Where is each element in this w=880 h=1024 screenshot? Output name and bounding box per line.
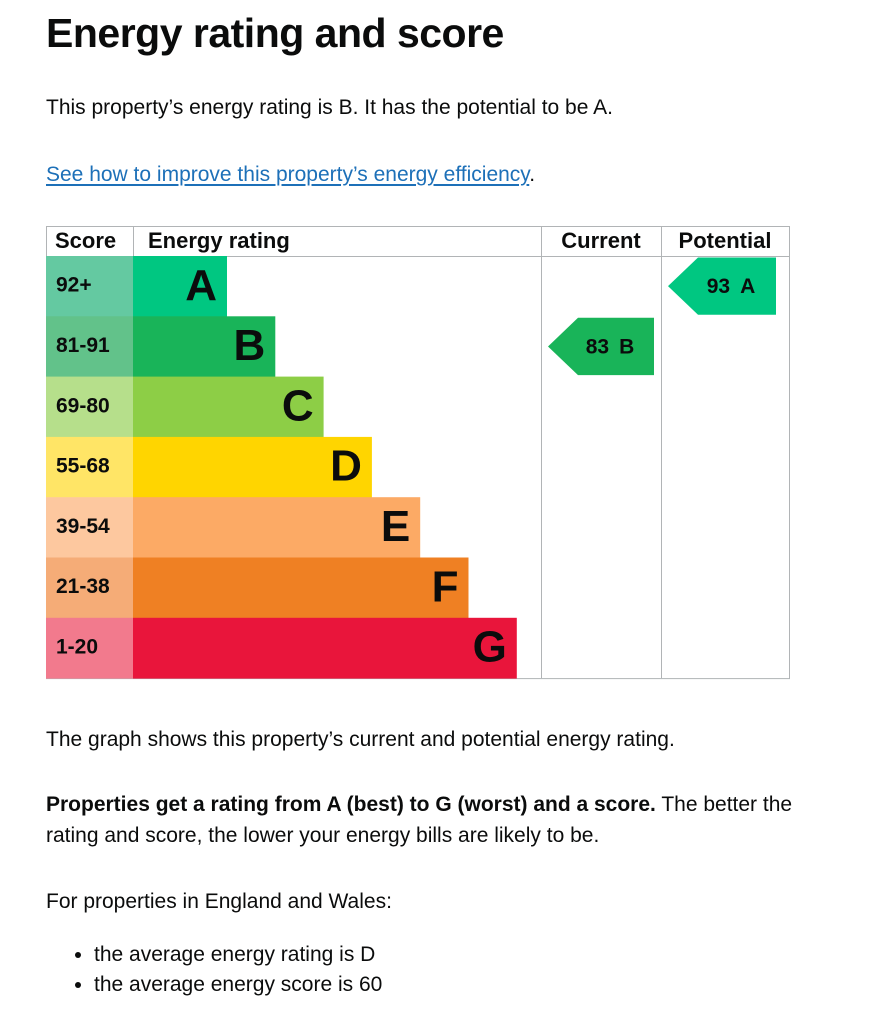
score-cell (46, 316, 133, 378)
improve-link-line: See how to improve this property’s energ… (46, 159, 535, 190)
average-list: the average energy rating is D the avera… (46, 940, 382, 1000)
rating-note-bold: Properties get a rating from A (best) to… (46, 793, 656, 816)
potential-score: 93 (707, 275, 730, 298)
score-cell (46, 256, 133, 317)
band-letter: G (473, 623, 507, 672)
average-intro: For properties in England and Wales: (46, 890, 392, 913)
improve-link[interactable]: See how to improve this property’s energ… (46, 163, 530, 186)
potential-label: 93 A (707, 275, 756, 298)
band-letter: F (432, 562, 459, 611)
current-label: 83 B (586, 335, 635, 358)
potential-rating: A (740, 275, 755, 298)
score-cell (46, 376, 133, 438)
page-title: Energy rating and score (46, 10, 504, 56)
band-score: 39-54 (56, 515, 110, 538)
potential-arrow (668, 257, 776, 315)
score-cell (46, 436, 133, 498)
band-letter: C (282, 381, 314, 430)
band-score: 21-38 (56, 575, 110, 598)
band-score: 55-68 (56, 455, 110, 478)
band-score: 69-80 (56, 394, 110, 417)
link-punctuation: . (529, 163, 536, 186)
average-item: the average energy score is 60 (94, 970, 382, 1000)
rating-bar (133, 497, 421, 558)
rating-bar (133, 316, 276, 378)
rating-bar (133, 617, 517, 679)
band-score: 92+ (56, 274, 92, 297)
band-score: 1-20 (56, 635, 98, 658)
rating-bar (133, 376, 324, 438)
current-rating: B (619, 335, 634, 358)
rating-bar (133, 256, 227, 317)
rating-note-text: The better the rating and score, the low… (46, 793, 793, 847)
rating-bar (133, 436, 372, 498)
band-letter: A (185, 261, 217, 310)
rating-bar (133, 557, 469, 619)
score-cell (46, 497, 133, 558)
band-score: 81-91 (56, 334, 110, 357)
score-cell (46, 617, 133, 679)
band-letter: D (330, 442, 362, 491)
column-header: Current (561, 228, 641, 253)
column-header: Score (55, 228, 116, 253)
explanation-text: The graph shows this property’s current … (46, 728, 675, 751)
band-letter: B (234, 321, 266, 370)
rating-note: Properties get a rating from A (best) to… (46, 789, 806, 851)
energy-rating-graph: Score Energy rating Current Potential 92+ A 81… (46, 226, 790, 680)
current-arrow (548, 317, 654, 376)
column-header: Energy rating (148, 228, 290, 253)
score-cell (46, 557, 133, 619)
average-item: the average energy rating is D (94, 940, 382, 970)
current-score: 83 (586, 335, 609, 358)
column-header: Potential (679, 228, 772, 253)
intro-text: This property’s energy rating is B. It h… (46, 96, 613, 119)
band-letter: E (381, 502, 410, 551)
